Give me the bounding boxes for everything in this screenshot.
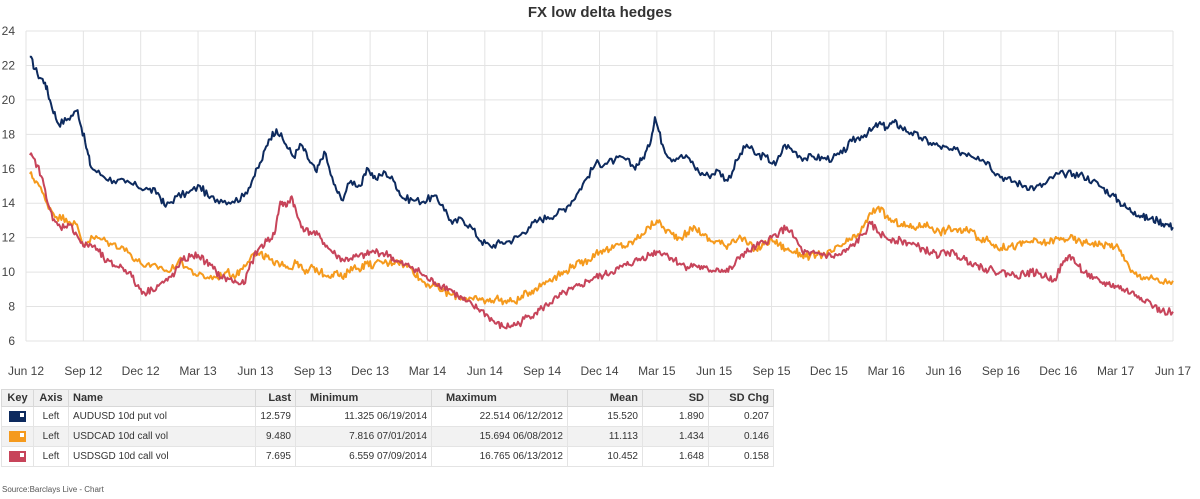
name-cell: USDCAD 10d call vol	[68, 426, 256, 447]
header-key: Key	[1, 389, 34, 407]
sd-chg-cell: 0.158	[708, 446, 774, 467]
header-maximum: Maximum	[431, 389, 568, 407]
table-row: Left USDSGD 10d call vol 7.695 6.559 07/…	[1, 446, 774, 467]
y-tick-label: 10	[2, 265, 16, 279]
x-tick-label: Sep 16	[982, 364, 1020, 378]
maximum-cell: 22.514 06/12/2012	[431, 406, 568, 427]
x-tick-label: Jun 16	[926, 364, 962, 378]
x-tick-label: Mar 16	[868, 364, 906, 378]
chart-title: FX low delta hedges	[528, 4, 672, 21]
x-tick-label: Mar 13	[179, 364, 217, 378]
maximum-cell: 15.694 06/08/2012	[431, 426, 568, 447]
sd-cell: 1.890	[642, 406, 709, 427]
y-tick-label: 20	[2, 93, 16, 107]
y-tick-label: 14	[2, 196, 16, 210]
statistics-header-row: Key Axis Name Last Minimum Maximum Mean …	[1, 389, 774, 407]
maximum-cell: 16.765 06/13/2012	[431, 446, 568, 467]
mean-cell: 11.113	[567, 426, 643, 447]
y-tick-label: 8	[8, 300, 15, 314]
x-tick-label: Sep 13	[294, 364, 332, 378]
minimum-cell: 11.325 06/19/2014	[295, 406, 432, 427]
y-tick-label: 6	[8, 334, 15, 348]
minimum-cell: 7.816 07/01/2014	[295, 426, 432, 447]
last-cell: 7.695	[255, 446, 296, 467]
x-tick-label: Mar 14	[409, 364, 447, 378]
y-tick-label: 24	[2, 24, 16, 38]
sd-chg-cell: 0.207	[708, 406, 774, 427]
x-tick-label: Sep 15	[753, 364, 791, 378]
x-tick-label: Mar 15	[638, 364, 676, 378]
x-tick-label: Dec 12	[122, 364, 160, 378]
y-tick-label: 16	[2, 162, 16, 176]
source-note: Source:Barclays Live - Chart	[2, 485, 104, 494]
sd-cell: 1.434	[642, 426, 709, 447]
x-tick-label: Dec 15	[810, 364, 848, 378]
x-tick-label: Dec 16	[1039, 364, 1077, 378]
axis-cell: Left	[33, 426, 69, 447]
header-name: Name	[68, 389, 256, 407]
x-tick-label: Jun 17	[1155, 364, 1191, 378]
axis-cell: Left	[33, 406, 69, 427]
x-tick-label: Jun 13	[237, 364, 273, 378]
table-row: Left USDCAD 10d call vol 9.480 7.816 07/…	[1, 426, 774, 447]
series-lines	[29, 55, 1174, 330]
y-tick-label: 12	[2, 231, 16, 245]
header-sd-chg: SD Chg	[708, 389, 774, 407]
table-row: Left AUDUSD 10d put vol 12.579 11.325 06…	[1, 406, 774, 427]
header-axis: Axis	[33, 389, 69, 407]
line-chart: FX low delta hedges 6 8 10 12 14 16 18 20 22 24 J…	[2, 4, 1192, 378]
key-swatch	[1, 406, 34, 427]
minimum-cell: 6.559 07/09/2014	[295, 446, 432, 467]
mean-cell: 10.452	[567, 446, 643, 467]
y-tick-label: 18	[2, 127, 16, 141]
x-tick-label: Jun 12	[8, 364, 44, 378]
x-tick-label: Jun 15	[696, 364, 732, 378]
x-tick-label: Mar 17	[1097, 364, 1135, 378]
header-sd: SD	[642, 389, 709, 407]
last-cell: 12.579	[255, 406, 296, 427]
sd-chg-cell: 0.146	[708, 426, 774, 447]
x-tick-label: Dec 13	[351, 364, 389, 378]
series-line-2	[29, 171, 1174, 306]
key-swatch	[1, 446, 34, 467]
x-axis: Jun 12 Sep 12 Dec 12 Mar 13 Jun 13 Sep 13 Dec …	[8, 364, 1191, 378]
sd-cell: 1.648	[642, 446, 709, 467]
y-tick-label: 22	[2, 58, 16, 72]
series-color-icon	[9, 450, 26, 462]
series-color-icon	[9, 430, 26, 442]
last-cell: 9.480	[255, 426, 296, 447]
x-tick-label: Sep 14	[523, 364, 561, 378]
name-cell: USDSGD 10d call vol	[68, 446, 256, 467]
x-tick-label: Sep 12	[64, 364, 102, 378]
series-color-icon	[9, 410, 26, 422]
header-minimum: Minimum	[295, 389, 432, 407]
axis-cell: Left	[33, 446, 69, 467]
mean-cell: 15.520	[567, 406, 643, 427]
statistics-table: Key Axis Name Last Minimum Maximum Mean …	[1, 389, 774, 467]
name-cell: AUDUSD 10d put vol	[68, 406, 256, 427]
series-line-1	[29, 55, 1174, 249]
x-tick-label: Dec 14	[580, 364, 618, 378]
header-mean: Mean	[567, 389, 643, 407]
x-tick-label: Jun 14	[467, 364, 503, 378]
y-axis: 6 8 10 12 14 16 18 20 22 24	[2, 24, 16, 348]
header-last: Last	[255, 389, 296, 407]
key-swatch	[1, 426, 34, 447]
series-line-3	[29, 152, 1174, 330]
